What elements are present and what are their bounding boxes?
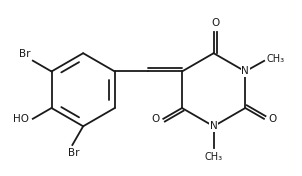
Text: CH₃: CH₃ xyxy=(204,152,223,162)
Text: O: O xyxy=(211,18,219,28)
Text: CH₃: CH₃ xyxy=(267,54,285,64)
Text: N: N xyxy=(241,67,249,77)
Text: O: O xyxy=(268,114,276,124)
Text: Br: Br xyxy=(68,148,80,158)
Text: N: N xyxy=(210,121,217,131)
Text: O: O xyxy=(151,114,159,124)
Text: Br: Br xyxy=(19,49,31,59)
Text: HO: HO xyxy=(13,114,29,124)
